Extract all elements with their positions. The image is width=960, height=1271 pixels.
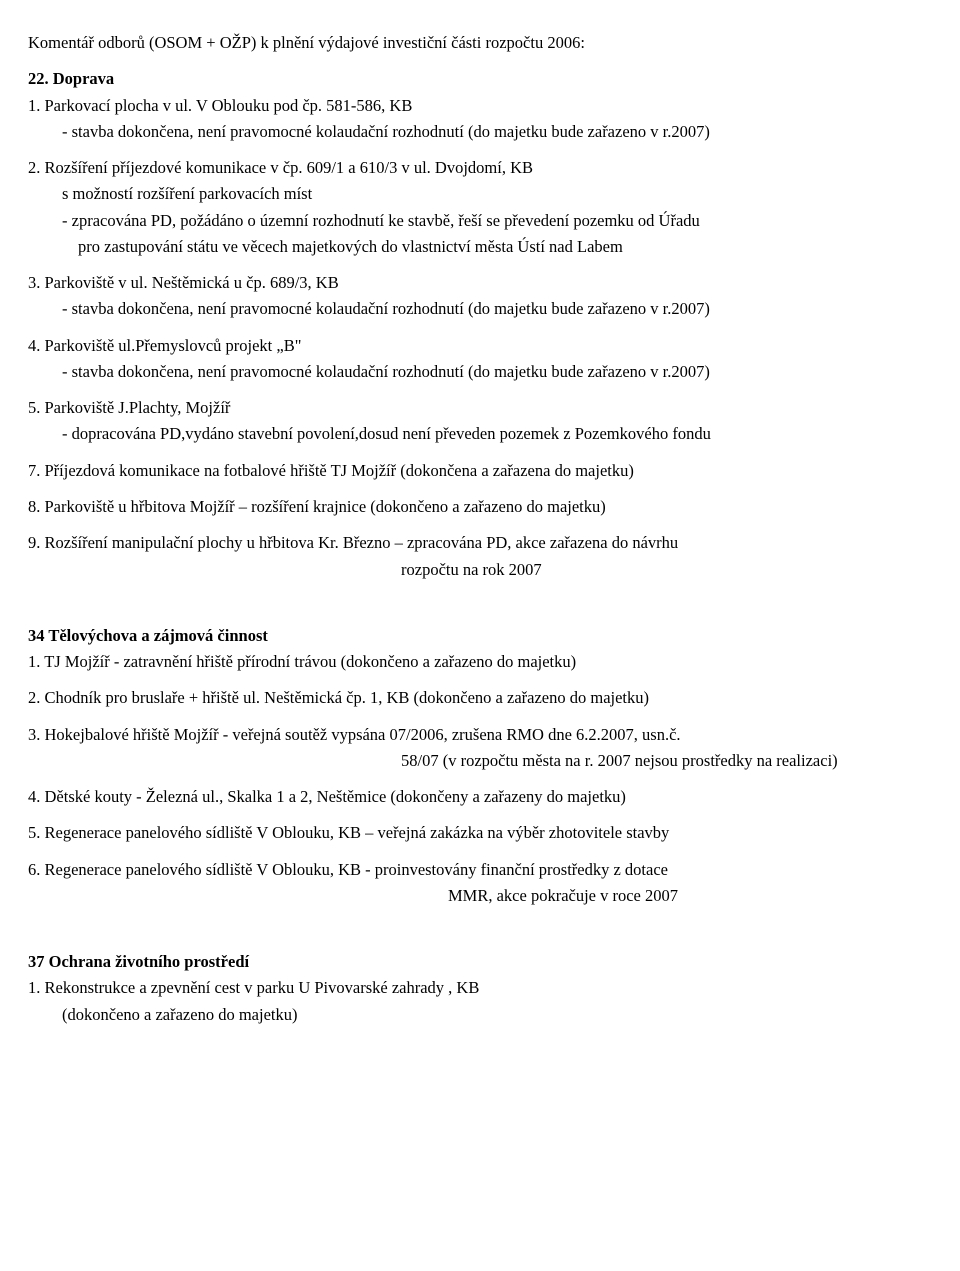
item-34-6-line1: 6. Regenerace panelového sídliště V Oblo…	[28, 859, 932, 881]
item-34-3-line1: 3. Hokejbalové hřiště Mojžíř - veřejná s…	[28, 724, 932, 746]
item-34-1: 1. TJ Mojžíř - zatravnění hřiště přírodn…	[28, 651, 932, 673]
item-34-6-line2: MMR, akce pokračuje v roce 2007	[28, 885, 932, 907]
item-22-5-line2: - dopracována PD,vydáno stavební povolen…	[28, 423, 932, 445]
item-22-4-line2: - stavba dokončena, není pravomocné kola…	[28, 361, 932, 383]
item-22-2-line2: s možností rozšíření parkovacích míst	[28, 183, 932, 205]
item-34-2: 2. Chodník pro bruslaře + hřiště ul. Neš…	[28, 687, 932, 709]
item-22-8: 8. Parkoviště u hřbitova Mojžíř – rozšíř…	[28, 496, 932, 518]
item-34-3-line2: 58/07 (v rozpočtu města na r. 2007 nejso…	[28, 750, 932, 772]
item-37-1-line1: 1. Rekonstrukce a zpevnění cest v parku …	[28, 977, 932, 999]
item-22-2-line3: - zpracována PD, požádáno o územní rozho…	[28, 210, 932, 232]
item-34-4: 4. Dětské kouty - Železná ul., Skalka 1 …	[28, 786, 932, 808]
item-22-1-line2: - stavba dokončena, není pravomocné kola…	[28, 121, 932, 143]
page-header: Komentář odborů (OSOM + OŽP) k plnění vý…	[28, 32, 932, 54]
item-34-5: 5. Regenerace panelového sídliště V Oblo…	[28, 822, 932, 844]
item-22-5-line1: 5. Parkoviště J.Plachty, Mojžíř	[28, 397, 932, 419]
item-22-9-line1: 9. Rozšíření manipulační plochy u hřbito…	[28, 532, 932, 554]
section-37-heading: 37 Ochrana životního prostředí	[28, 951, 932, 973]
item-22-2-line4: pro zastupování státu ve věcech majetkov…	[28, 236, 932, 258]
item-22-7: 7. Příjezdová komunikace na fotbalové hř…	[28, 460, 932, 482]
item-22-4-line1: 4. Parkoviště ul.Přemyslovců projekt „B"	[28, 335, 932, 357]
section-34-heading: 34 Tělovýchova a zájmová činnost	[28, 625, 932, 647]
item-22-3-line2: - stavba dokončena, není pravomocné kola…	[28, 298, 932, 320]
item-22-1-line1: 1. Parkovací plocha v ul. V Oblouku pod …	[28, 95, 932, 117]
item-37-1-line2: (dokončeno a zařazeno do majetku)	[28, 1004, 932, 1026]
section-22-heading: 22. Doprava	[28, 68, 932, 90]
item-22-9-line2: rozpočtu na rok 2007	[28, 559, 932, 581]
item-22-2-line1: 2. Rozšíření příjezdové komunikace v čp.…	[28, 157, 932, 179]
item-22-3-line1: 3. Parkoviště v ul. Neštěmická u čp. 689…	[28, 272, 932, 294]
